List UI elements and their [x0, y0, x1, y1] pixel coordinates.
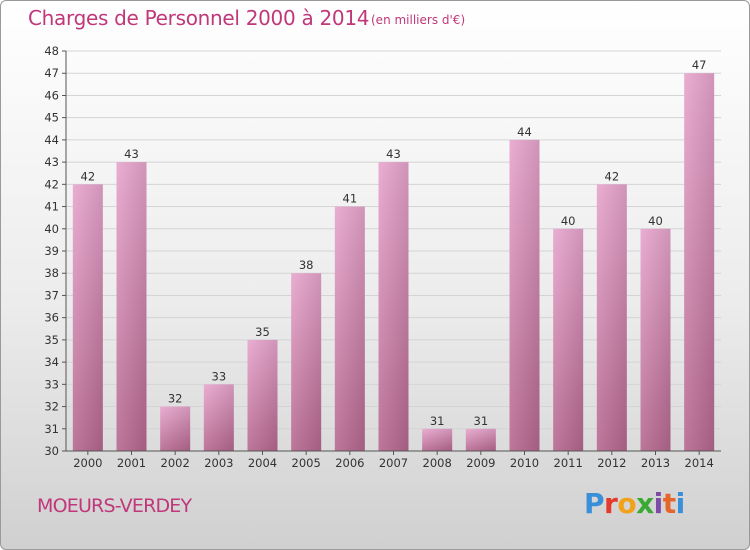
bar-shade [72, 184, 103, 452]
bar-shade [553, 228, 584, 451]
logo-letter: o [617, 487, 637, 520]
bar-shade [334, 206, 365, 451]
y-tick-label: 34 [44, 355, 59, 369]
bar-shade [596, 184, 627, 452]
y-tick-label: 31 [44, 422, 59, 436]
y-tick-label: 36 [44, 311, 59, 325]
x-tick-label: 2011 [554, 456, 583, 470]
x-tick-label: 2014 [685, 456, 714, 470]
x-tick-label: 2012 [597, 456, 626, 470]
value-label: 43 [124, 147, 139, 161]
value-label: 35 [255, 325, 270, 339]
y-tick-label: 47 [44, 66, 59, 80]
logo-letter: i [653, 487, 664, 520]
y-tick-label: 43 [44, 155, 59, 169]
value-labels: 42 43 32 33 35 38 41 43 31 31 44 40 42 40 47 [81, 58, 707, 428]
proxiti-logo: Proxiti [584, 487, 685, 520]
x-tick-label: 2003 [204, 456, 233, 470]
x-tick-label: 2006 [335, 456, 364, 470]
x-tick-label: 2002 [161, 456, 190, 470]
value-label: 38 [299, 258, 314, 272]
y-tick-label: 37 [44, 288, 59, 302]
bars [72, 73, 715, 452]
y-tick-label: 40 [44, 222, 59, 236]
value-label: 31 [474, 414, 489, 428]
value-label: 41 [343, 192, 358, 206]
value-label: 44 [517, 125, 532, 139]
value-label: 42 [81, 169, 96, 183]
x-tick-label: 2010 [510, 456, 539, 470]
y-tick-label: 30 [44, 444, 59, 458]
logo-letter: r [604, 487, 618, 520]
bar-shade [203, 384, 234, 451]
chart-title: Charges de Personnel 2000 à 2014 [28, 6, 370, 30]
place-name: MOEURS-VERDEY [37, 495, 192, 517]
y-tick-label: 35 [44, 333, 59, 347]
x-tick-label: 2005 [292, 456, 321, 470]
x-tick-label: 2000 [73, 456, 102, 470]
x-tick-label: 2008 [423, 456, 452, 470]
x-tick-labels: 2000 2001 2002 2003 2004 2005 2006 2007 2008 2009… [73, 451, 714, 470]
bar-shade [247, 339, 278, 451]
y-tick-label: 48 [44, 44, 59, 58]
logo-letter: t [662, 487, 676, 520]
bar-shade [378, 162, 409, 451]
y-tick-label: 39 [44, 244, 59, 258]
x-tick-label: 2007 [379, 456, 408, 470]
logo-letter: P [584, 487, 605, 520]
bar-shade [116, 162, 147, 451]
x-tick-label: 2009 [466, 456, 495, 470]
bar-shade [160, 406, 191, 451]
x-tick-label: 2004 [248, 456, 277, 470]
y-tick-label: 46 [44, 88, 59, 102]
y-tick-label: 38 [44, 266, 59, 280]
bar-shade [509, 139, 540, 451]
bar-shade [465, 428, 496, 451]
y-tick-label: 41 [44, 200, 59, 214]
bar-shade [422, 428, 453, 451]
x-tick-label: 2013 [641, 456, 670, 470]
chart-subtitle: (en milliers d'€) [371, 13, 466, 27]
logo-letter: x [636, 487, 654, 520]
bar-shade [640, 228, 671, 451]
y-tick-label: 44 [44, 133, 59, 147]
value-label: 40 [561, 214, 576, 228]
bar-shade [684, 73, 715, 451]
value-label: 43 [386, 147, 401, 161]
y-tick-label: 33 [44, 377, 59, 391]
value-label: 40 [648, 214, 663, 228]
value-label: 32 [168, 392, 183, 406]
value-label: 42 [605, 169, 620, 183]
value-label: 47 [692, 58, 707, 72]
value-label: 31 [430, 414, 445, 428]
y-tick-labels: 30 31 32 33 34 35 36 37 38 39 40 41 42 43 44 45 46 47 48 [44, 44, 66, 458]
x-tick-label: 2001 [117, 456, 146, 470]
y-tick-label: 32 [44, 400, 59, 414]
y-tick-label: 45 [44, 111, 59, 125]
bar-shade [291, 273, 322, 451]
value-label: 33 [212, 369, 227, 383]
y-tick-label: 42 [44, 177, 59, 191]
logo-letter: i [675, 487, 686, 520]
